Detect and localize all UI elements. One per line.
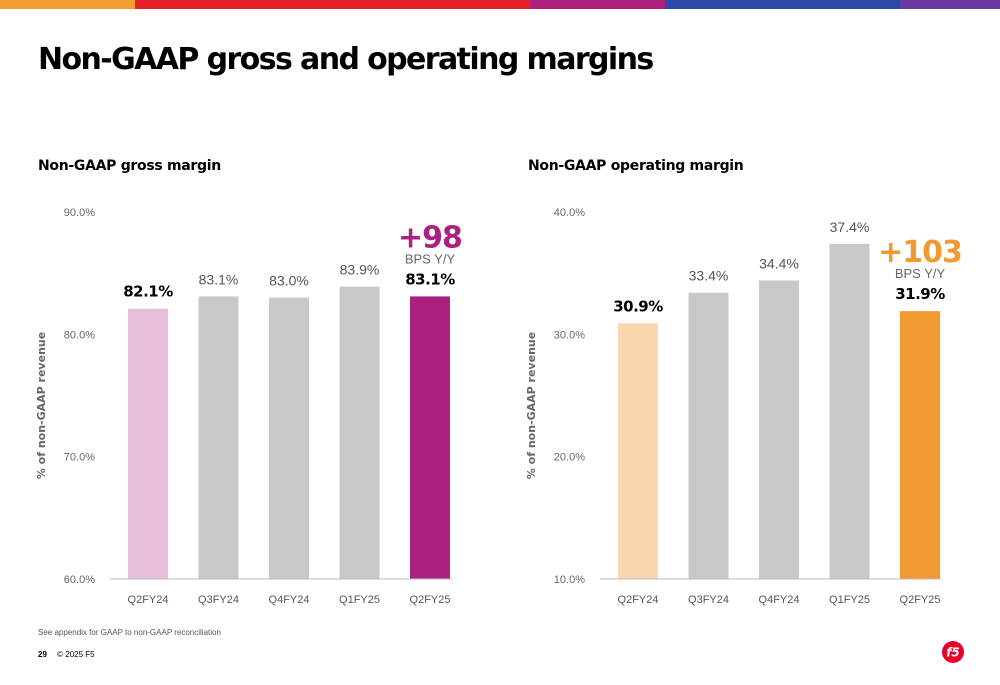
operating-margin-bps-label: BPS Y/Y <box>895 266 946 281</box>
gross-margin-data-label: 83.1% <box>405 270 455 288</box>
operating-margin-bar-q2fy25 <box>900 311 940 579</box>
gross-margin-ytick-label: 90.0% <box>64 207 95 219</box>
footnote: See appendix for GAAP to non-GAAP reconc… <box>38 628 221 637</box>
gross-margin-ytick-label: 80.0% <box>64 329 95 341</box>
operating-margin-data-label: 33.4% <box>689 268 729 284</box>
gross-margin-data-label: 83.1% <box>199 271 239 287</box>
operating-margin-x-tick-label: Q2FY25 <box>900 594 941 606</box>
gross-margin-chart: 60.0% 70.0% 80.0% 90.0% % of non-GAAP revenu… <box>35 207 463 606</box>
f5-logo-text: f5 <box>946 646 960 660</box>
operating-margin-ytick-label: 30.0% <box>554 329 585 341</box>
page-number: 29 <box>38 650 47 659</box>
gross-margin-bps-change: +98 <box>398 220 462 255</box>
operating-margin-ytick-label: 40.0% <box>554 207 585 219</box>
operating-margin-bar-q4fy24 <box>759 280 799 579</box>
gross-margin-x-tick-label: Q3FY24 <box>198 594 239 606</box>
operating-margin-data-label: 31.9% <box>895 285 945 303</box>
operating-margin-bar-q2fy24 <box>618 323 658 579</box>
operating-margin-bps-change: +103 <box>878 235 962 270</box>
gross-margin-x-tick-label: Q2FY24 <box>128 594 169 606</box>
gross-margin-bar-q4fy24 <box>269 297 309 579</box>
top-bar-red <box>135 0 530 9</box>
gross-margin-data-label: 83.0% <box>269 273 309 289</box>
operating-margin-chart-title: Non-GAAP operating margin <box>528 158 744 174</box>
gross-margin-bar-q2fy25 <box>410 296 450 579</box>
top-bar-purple <box>900 0 1000 9</box>
f5-logo-circle <box>942 641 964 663</box>
gross-margin-bps-label: BPS Y/Y <box>405 251 456 266</box>
operating-margin-y-axis-label: % of non-GAAP revenue <box>525 332 538 479</box>
page-title: Non-GAAP gross and operating margins <box>38 42 654 77</box>
operating-margin-x-tick-label: Q4FY24 <box>759 594 800 606</box>
gross-margin-bar-q2fy24 <box>128 308 168 579</box>
top-bar-orange <box>0 0 135 9</box>
operating-margin-x-tick-label: Q3FY24 <box>688 594 729 606</box>
operating-margin-bar-q1fy25 <box>829 243 870 579</box>
gross-margin-ytick-label: 60.0% <box>64 574 95 586</box>
gross-margin-x-tick-label: Q1FY25 <box>339 594 380 606</box>
gross-margin-ytick-label: 70.0% <box>64 452 95 464</box>
gross-margin-data-label: 83.9% <box>340 262 380 278</box>
gross-margin-bar-q3fy24 <box>198 296 239 579</box>
operating-margin-chart: 10.0% 20.0% 30.0% 40.0% % of non-GAAP revenu… <box>525 207 963 606</box>
operating-margin-ytick-label: 20.0% <box>554 452 585 464</box>
gross-margin-data-label: 82.1% <box>123 283 173 301</box>
top-color-bar <box>0 0 1000 9</box>
copyright: © 2025 F5 <box>57 650 95 659</box>
operating-margin-data-label: 30.9% <box>613 297 663 315</box>
gross-margin-y-axis-label: % of non-GAAP revenue <box>35 332 48 479</box>
gross-margin-x-tick-label: Q4FY24 <box>269 594 310 606</box>
top-bar-magenta <box>530 0 665 9</box>
operating-margin-ytick-label: 10.0% <box>554 574 585 586</box>
f5-logo: f5 <box>942 641 964 663</box>
operating-margin-data-label: 34.4% <box>759 256 799 272</box>
gross-margin-bar-q1fy25 <box>339 286 380 579</box>
operating-margin-x-tick-label: Q2FY24 <box>618 594 659 606</box>
top-bar-blue <box>665 0 900 9</box>
operating-margin-x-tick-label: Q1FY25 <box>829 594 870 606</box>
gross-margin-x-tick-label: Q2FY25 <box>410 594 451 606</box>
footer: 29 © 2025 F5 <box>38 650 95 659</box>
gross-margin-chart-title: Non-GAAP gross margin <box>38 158 221 174</box>
operating-margin-data-label: 37.4% <box>830 219 870 235</box>
operating-margin-bar-q3fy24 <box>688 292 729 579</box>
